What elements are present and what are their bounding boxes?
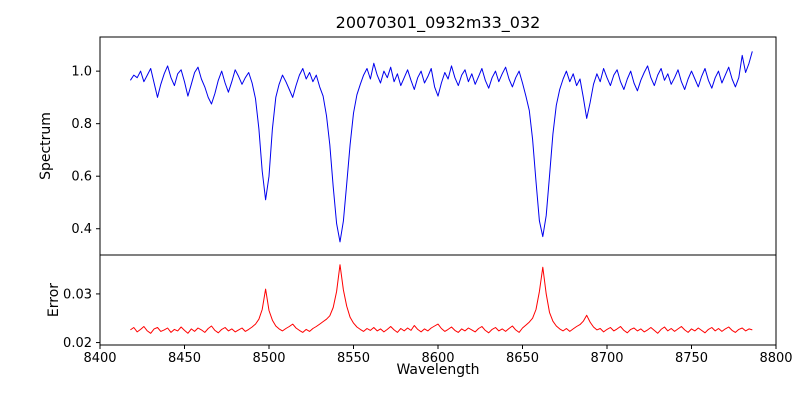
x-tick-label: 8800 [759, 351, 792, 366]
chart-title: 20070301_0932m33_032 [335, 13, 541, 32]
spectrum-y-tick-label: 1.0 [71, 65, 92, 80]
spectrum-line [129, 51, 753, 243]
error-axis-label: Error [46, 282, 62, 318]
spectrum-panel-border [99, 36, 777, 256]
x-tick-label: 8750 [675, 351, 708, 366]
x-tick-label: 8650 [506, 351, 539, 366]
spectrum-axis-label: Spectrum [38, 112, 54, 180]
spectrum-y-tick-label: 0.8 [71, 117, 92, 132]
x-axis-label: Wavelength [396, 362, 480, 378]
x-tick-label: 8450 [168, 351, 201, 366]
x-tick-label: 8500 [252, 351, 285, 366]
x-tick-label: 8600 [421, 351, 454, 366]
x-tick-label: 8550 [337, 351, 370, 366]
x-tick-label: 8700 [590, 351, 623, 366]
spectrum-y-tick-label: 0.4 [71, 222, 92, 237]
error-line [130, 264, 753, 334]
error-y-tick-label: 0.02 [63, 336, 92, 351]
x-tick-label: 8400 [83, 351, 116, 366]
error-y-tick-label: 0.03 [63, 287, 92, 302]
spectrum-y-tick-label: 0.6 [71, 170, 92, 185]
